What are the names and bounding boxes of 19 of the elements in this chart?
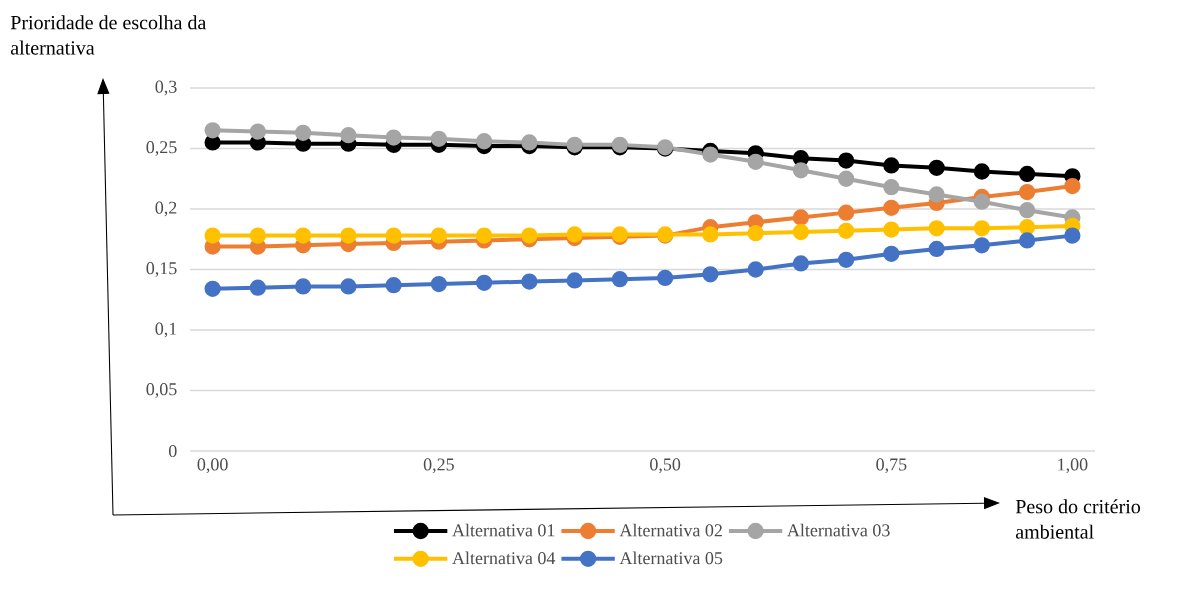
legend-label: Alternativa 04 (452, 551, 556, 565)
x-tick-label: 0,50 (650, 458, 681, 474)
y-tick-label: 0,1 (155, 322, 177, 338)
legend-label: Alternativa 03 (787, 523, 890, 537)
legend-label: Alternativa 05 (619, 551, 723, 565)
x-axis-title: Peso do critério ambiental (1015, 499, 1141, 539)
y-tick-label: 0,25 (146, 141, 177, 156)
x-tick-label: 0,00 (197, 458, 228, 474)
y-tick-label: 0,2 (155, 201, 177, 217)
x-tick-label: 0,25 (423, 458, 454, 474)
y-axis-title: Prioridade de escolha da alternativa (10, 15, 207, 55)
legend-label: Alternativa 02 (619, 523, 722, 537)
y-tick-label: 0,15 (146, 262, 177, 277)
y-tick-label: 0,05 (146, 383, 177, 398)
x-tick-label: 1,00 (1058, 458, 1088, 474)
x-tick-label: 0,75 (876, 458, 907, 474)
legend-label: Alternativa 01 (452, 523, 555, 537)
y-tick-label: 0,3 (155, 80, 177, 96)
y-tick-label: 0 (168, 444, 177, 458)
